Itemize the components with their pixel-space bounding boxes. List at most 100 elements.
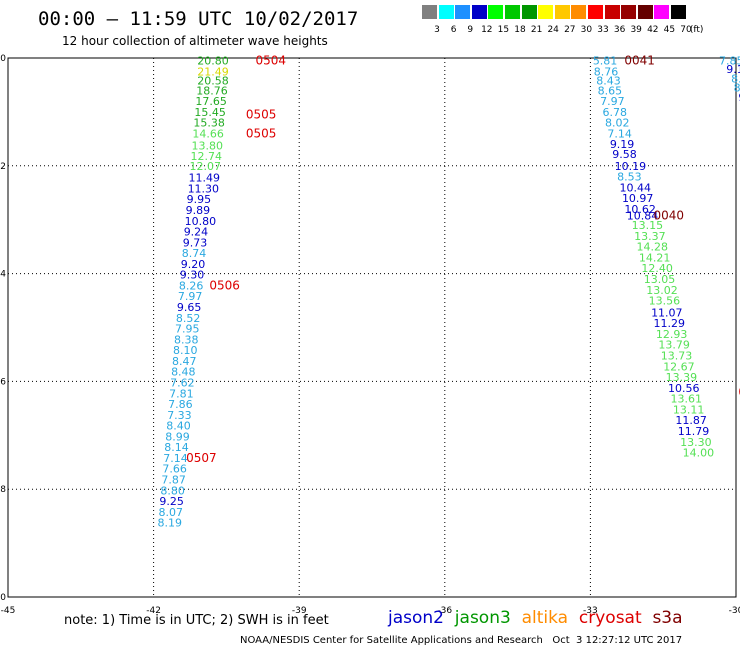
lon-tick-label: -45	[1, 606, 16, 616]
wave-height-point: 14.00	[683, 447, 715, 460]
wave-height-point: 8.76	[594, 65, 619, 78]
wave-height-point: 13.79	[658, 339, 690, 352]
legend-label-42: 42	[647, 25, 659, 35]
wave-height-point: 8.02	[605, 117, 630, 130]
wave-height-point: 18.76	[196, 84, 228, 97]
wave-height-point: 10.44	[620, 181, 652, 194]
wave-height-point: 7.66	[162, 463, 187, 476]
wave-height-point: 6.78	[603, 106, 628, 119]
wave-height-point: 13.30	[680, 436, 712, 449]
wave-height-point: 9.89	[186, 204, 211, 217]
lon-tick-label: -42	[146, 606, 161, 616]
map-frame	[7, 57, 737, 598]
legend-label-3: 3	[434, 25, 440, 35]
wave-height-point: 9.73	[183, 236, 208, 249]
wave-height-point: 11.29	[653, 317, 685, 330]
wave-height-point: 13.80	[191, 139, 223, 152]
legend-swatch-18	[505, 5, 520, 19]
wave-height-point: 8.43	[596, 75, 621, 88]
wave-height-point: 8.99	[165, 430, 190, 443]
wave-height-point: 8.74	[182, 247, 207, 260]
lat-tick-label: -48	[0, 485, 6, 495]
legend-label-18: 18	[514, 25, 526, 35]
legend-label-24: 24	[547, 25, 559, 35]
wave-height-point: 13.37	[634, 230, 666, 243]
legend-label-21: 21	[530, 25, 543, 35]
wave-height-point: 9.17	[726, 63, 740, 76]
legend-swatch-21	[521, 5, 537, 19]
page-title: 00:00 – 11:59 UTC 10/02/2017	[38, 8, 359, 30]
legend-label-15: 15	[497, 25, 510, 35]
legend-swatch-6	[438, 5, 454, 19]
wave-height-point: 10.56	[668, 382, 700, 395]
legend-swatch-70	[671, 5, 686, 19]
legend-label-9: 9	[467, 25, 474, 35]
wave-height-point: 10.97	[622, 192, 654, 205]
wave-height-point: 14.66	[192, 127, 224, 140]
wave-height-point: 8.47	[172, 355, 197, 368]
legend-label-45: 45	[663, 25, 676, 35]
wave-height-point: 13.11	[673, 403, 705, 416]
wave-height-point: 11.79	[678, 425, 710, 438]
wave-height-point: 9.65	[177, 301, 202, 314]
lat-tick-label: -42	[0, 162, 6, 172]
legend-swatch-9	[455, 5, 471, 19]
wave-height-point: 7.86	[168, 398, 193, 411]
wave-height-point: 10.80	[185, 215, 217, 228]
wave-height-point: 8.99	[731, 72, 740, 85]
legend-unit: (ft)	[689, 25, 704, 35]
wave-height-point: 8.38	[174, 333, 199, 346]
time-label: 0507	[186, 451, 217, 465]
wave-height-point: 13.61	[670, 393, 702, 406]
wave-height-point: 9.58	[612, 148, 637, 161]
wave-height-point: 7.97	[178, 290, 203, 303]
satellite-s3a: s3a	[652, 608, 683, 628]
wave-height-point: 12.40	[641, 262, 673, 275]
satellite-cryosat: cryosat	[578, 608, 653, 628]
page-subtitle: 12 hour collection of altimeter wave hei…	[62, 34, 328, 48]
wave-height-point: 5.81	[593, 55, 618, 68]
wave-height-point: 20.58	[197, 75, 229, 88]
wave-height-point: 13.56	[649, 295, 681, 308]
satellite-jason2: jason2	[388, 608, 455, 628]
wave-height-point: 15.45	[194, 106, 226, 119]
wave-height-point: 12.07	[190, 160, 222, 173]
wave-height-point: 7.87	[161, 473, 186, 486]
wave-height-point: 21.49	[197, 65, 229, 78]
lon-tick-label: -30	[729, 606, 740, 616]
legend-label-36: 36	[613, 25, 626, 35]
legend-swatch-39	[621, 5, 637, 19]
time-label: 0505	[246, 108, 277, 122]
time-label: 0505	[246, 126, 277, 140]
footer-note: note: 1) Time is in UTC; 2) SWH is in fe…	[64, 613, 329, 628]
wave-height-point: 20.80	[197, 55, 229, 68]
legend-swatch-12	[471, 5, 487, 19]
legend-swatch-42	[637, 5, 653, 19]
wave-height-point: 9.24	[184, 226, 209, 239]
wave-height-point: 12.74	[190, 150, 222, 163]
wave-height-point: 8.07	[158, 506, 183, 519]
wave-height-point: 7.33	[167, 409, 192, 422]
wave-height-point: 11.87	[675, 414, 707, 427]
wave-height-point: 8.26	[179, 279, 204, 292]
lon-tick-label: -33	[583, 606, 598, 616]
wave-height-point: 13.73	[661, 350, 693, 363]
lon-tick-label: -36	[437, 606, 452, 616]
wave-height-point: 7.97	[600, 95, 625, 108]
time-label: 0	[738, 385, 740, 399]
legend-label-6: 6	[450, 25, 457, 35]
wave-height-point: 9.19	[610, 138, 635, 151]
time-label: 0506	[209, 278, 240, 292]
satellite-altika: altika	[521, 608, 579, 628]
legend-label-27: 27	[564, 25, 576, 35]
legend-swatch-30	[571, 5, 587, 19]
time-label: 0040	[653, 208, 684, 222]
wave-height-point: 8.4	[734, 82, 740, 95]
lat-tick-label: -50	[0, 593, 6, 603]
lon-tick-label: -39	[292, 606, 307, 616]
wave-height-point: 13.05	[644, 273, 676, 286]
wave-height-point: 8.80	[160, 484, 185, 497]
wave-height-point: 14.28	[637, 241, 669, 254]
wave-height-point: 12.67	[663, 360, 695, 373]
